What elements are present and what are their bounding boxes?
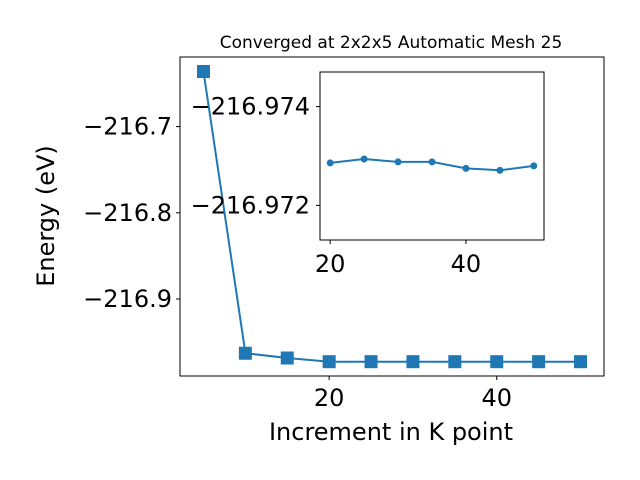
series-line — [202, 71, 581, 363]
main-x-ticks: 20 40 — [314, 376, 512, 412]
y-tick-label: −216.974 — [191, 93, 310, 121]
inset-x-ticks: 20 40 — [315, 240, 481, 278]
x-tick-label: 40 — [451, 250, 482, 278]
x-tick-label: 20 — [315, 250, 346, 278]
y-tick-label: −216.972 — [191, 191, 310, 219]
inset-background — [320, 72, 544, 240]
data-point — [364, 355, 378, 369]
x-tick-label: 40 — [481, 384, 512, 412]
chart-title: Converged at 2x2x5 Automatic Mesh 25 — [220, 33, 563, 53]
inset-series — [326, 155, 538, 174]
data-point — [280, 351, 294, 365]
data-point — [238, 346, 252, 360]
data-point — [394, 158, 402, 166]
data-point — [326, 159, 334, 167]
y-axis-label: Energy (eV) — [32, 145, 60, 287]
inset-plot-frame — [319, 71, 545, 241]
data-point — [322, 355, 336, 369]
data-point — [406, 355, 420, 369]
data-point — [196, 64, 210, 78]
main-plot-frame — [179, 56, 605, 377]
data-point — [490, 355, 504, 369]
data-point — [428, 158, 436, 166]
main-series — [196, 64, 588, 369]
y-tick-label: −216.7 — [83, 113, 172, 141]
y-tick-label: −216.8 — [83, 199, 172, 227]
data-point — [462, 164, 470, 172]
data-point — [448, 355, 462, 369]
main-y-ticks: −216.7 −216.8 −216.9 — [83, 113, 180, 313]
inset-y-ticks: −216.974 −216.972 — [191, 93, 320, 219]
inset-plot: 20 40 −216.974−216.972 — [191, 71, 545, 278]
x-axis-label: Increment in K point — [269, 418, 513, 446]
y-tick-label: −216.9 — [83, 285, 172, 313]
x-tick-label: 20 — [314, 384, 345, 412]
data-point — [532, 355, 546, 369]
data-point — [360, 155, 368, 163]
data-point — [530, 162, 538, 170]
main-plot: Converged at 2x2x5 Automatic Mesh 25 −21… — [32, 33, 605, 446]
data-point — [574, 355, 588, 369]
data-point — [496, 166, 504, 174]
